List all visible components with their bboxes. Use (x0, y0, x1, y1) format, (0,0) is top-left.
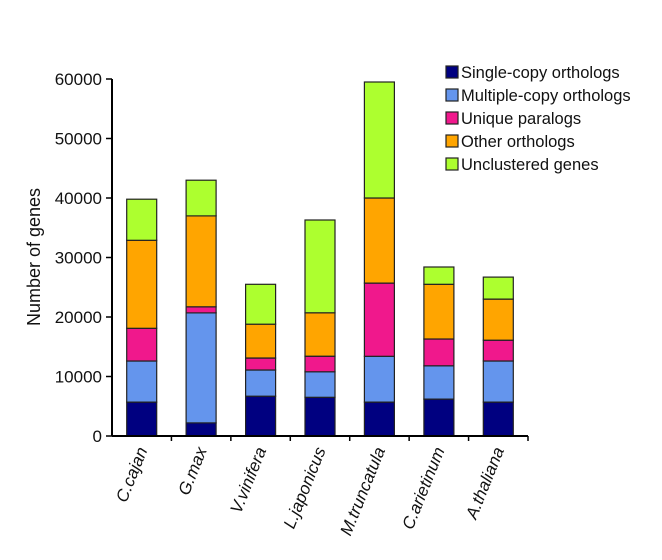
bar-segment-c-arietinum-multiple-copy-orthologs (423, 365, 455, 400)
legend-label: Other orthologs (461, 133, 575, 151)
bar-segment-g-max-unique-paralogs (185, 306, 217, 314)
bar-segment-c-cajan-unique-paralogs (126, 327, 158, 362)
x-tick-label: C.cajan (112, 444, 151, 505)
legend-swatch (445, 88, 459, 102)
bar-segment-l-japonicus-other-orthologs (304, 312, 336, 357)
bar-segment-v-vinifera-multiple-copy-orthologs (245, 369, 277, 397)
y-tick-label: 10000 (55, 368, 102, 387)
bar-segment-m-truncatula-multiple-copy-orthologs (363, 355, 395, 403)
bar-segment-g-max-multiple-copy-orthologs (185, 312, 217, 424)
bar-segment-l-japonicus-multiple-copy-orthologs (304, 371, 336, 398)
bar-segment-a-thaliana-unclustered-genes (482, 276, 514, 300)
legend: Single-copy orthologs Multiple-copy ortho… (445, 64, 631, 174)
x-tick-label: M.truncatula (336, 444, 389, 538)
bar-segment-c-arietinum-single-copy-orthologs (423, 398, 455, 437)
x-tick-label: A.thaliana (462, 444, 508, 522)
legend-label: Multiple-copy orthologs (461, 87, 631, 105)
bar-segment-g-max-single-copy-orthologs (185, 422, 217, 437)
x-tick-label: L.japonicus (280, 444, 330, 531)
legend-label: Unclustered genes (461, 156, 599, 174)
y-axis-title: Number of genes (24, 188, 44, 326)
y-ticks-group: 0 10000 20000 30000 40000 50000 60000 (55, 70, 112, 446)
bar-segment-v-vinifera-single-copy-orthologs (245, 395, 277, 437)
bar-segment-a-thaliana-multiple-copy-orthologs (482, 360, 514, 403)
bar-segment-v-vinifera-other-orthologs (245, 323, 277, 359)
x-tick-label: V.vinifera (227, 444, 271, 516)
bar-segment-a-thaliana-other-orthologs (482, 298, 514, 341)
y-tick-label: 30000 (55, 249, 102, 268)
x-tick-label: G.max (174, 444, 211, 498)
y-tick-label: 20000 (55, 308, 102, 327)
bar-segment-g-max-other-orthologs (185, 215, 217, 308)
y-tick-label: 50000 (55, 130, 102, 149)
legend-label: Single-copy orthologs (461, 64, 620, 82)
legend-swatch (445, 111, 459, 125)
bar-segment-m-truncatula-other-orthologs (363, 197, 395, 284)
y-tick-label: 0 (93, 427, 102, 446)
bar-segment-c-cajan-other-orthologs (126, 239, 158, 329)
bar-segment-a-thaliana-single-copy-orthologs (482, 401, 514, 437)
bar-segment-v-vinifera-unclustered-genes (245, 283, 277, 325)
bar-segment-a-thaliana-unique-paralogs (482, 339, 514, 362)
legend-swatch (445, 157, 459, 171)
x-labels-group: C.cajan G.max V.vinifera L.japonicus M.trunc… (112, 444, 508, 538)
bar-segment-c-cajan-multiple-copy-orthologs (126, 360, 158, 403)
bar-segment-g-max-unclustered-genes (185, 179, 217, 217)
legend-label: Unique paralogs (461, 110, 581, 128)
y-tick-label: 40000 (55, 189, 102, 208)
bar-segment-c-arietinum-unclustered-genes (423, 266, 455, 285)
bar-segment-m-truncatula-single-copy-orthologs (363, 401, 395, 437)
legend-swatch (445, 134, 459, 148)
y-tick-label: 60000 (55, 70, 102, 89)
bar-segment-m-truncatula-unique-paralogs (363, 282, 395, 357)
bar-segment-m-truncatula-unclustered-genes (363, 81, 395, 199)
x-tick-label: C.arietinum (398, 444, 448, 532)
bar-segment-l-japonicus-unclustered-genes (304, 219, 336, 314)
bar-segment-v-vinifera-unique-paralogs (245, 357, 277, 371)
bar-segment-c-arietinum-unique-paralogs (423, 338, 455, 367)
bar-segment-l-japonicus-unique-paralogs (304, 355, 336, 373)
legend-swatch (445, 65, 459, 79)
bar-segment-c-arietinum-other-orthologs (423, 283, 455, 340)
bars-group (126, 81, 514, 437)
bar-segment-l-japonicus-single-copy-orthologs (304, 396, 336, 437)
bar-segment-c-cajan-single-copy-orthologs (126, 401, 158, 437)
bar-segment-c-cajan-unclustered-genes (126, 198, 158, 241)
